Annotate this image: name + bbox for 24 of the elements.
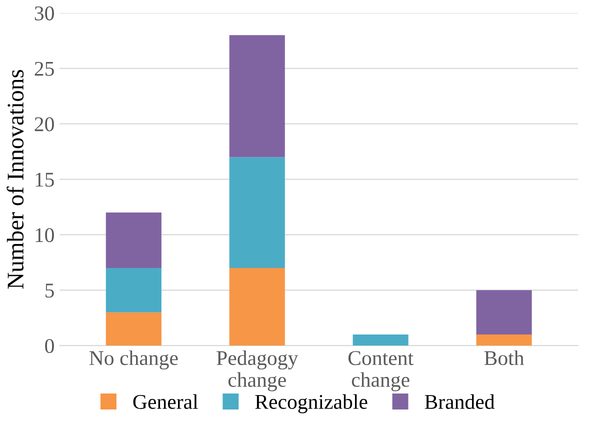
- y-tick-label: 0: [45, 338, 54, 354]
- bar: [229, 157, 285, 268]
- y-tick-label: 5: [46, 284, 54, 298]
- bar: [476, 334, 532, 346]
- legend-label: Branded: [424, 394, 495, 409]
- x-tick-label: No change: [89, 350, 178, 370]
- y-tick-label: 30: [34, 6, 54, 20]
- legend-label: Recognizable: [255, 394, 368, 414]
- x-tick-label: Both: [484, 350, 524, 366]
- bar: [229, 35, 285, 158]
- bar: [106, 268, 162, 312]
- legend-label: General: [133, 394, 198, 409]
- bar: [352, 334, 408, 346]
- y-tick-label: 25: [34, 62, 54, 76]
- y-axis-title: Number of Innovations: [6, 70, 24, 289]
- y-tick-label: 15: [36, 172, 54, 187]
- y-tick-label: 10: [36, 228, 54, 242]
- y-tick-label: 20: [34, 117, 54, 132]
- x-tick-label: Pedagogy change: [216, 350, 298, 392]
- bar: [476, 290, 532, 335]
- x-tick-label: Content change: [348, 351, 414, 392]
- bar: [229, 268, 285, 346]
- bar: [106, 312, 162, 346]
- bar: [106, 212, 162, 268]
